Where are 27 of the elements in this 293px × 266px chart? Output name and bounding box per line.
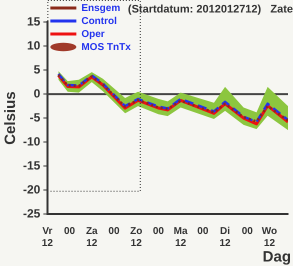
y-tick-label: -10 — [23, 134, 41, 148]
x-axis-title: Dag — [262, 248, 291, 266]
y-tick-label: -5 — [30, 110, 41, 124]
x-tick-label: Vr 12 — [42, 226, 54, 249]
x-tick-label: 00 — [64, 226, 76, 237]
y-tick-label: -25 — [23, 206, 41, 220]
x-tick-label: 00 — [197, 226, 209, 237]
y-tick-label: 5 — [34, 62, 41, 76]
x-tick-label: Wo 12 — [262, 226, 278, 249]
x-tick-label: Za 12 — [86, 226, 98, 249]
x-tick-label: 00 — [242, 226, 254, 237]
legend-label: Oper — [81, 28, 105, 40]
x-tick-label: 00 — [152, 226, 164, 237]
y-tick-label: -15 — [23, 158, 41, 172]
x-tick-label: Ma 12 — [174, 226, 188, 249]
x-tick-label: 00 — [108, 226, 120, 237]
x-tick-label: Di 12 — [219, 226, 232, 249]
legend-label: Ensgem — [81, 2, 120, 14]
y-axis-title: Celsius — [2, 91, 20, 145]
legend-label: Control — [81, 16, 118, 27]
y-tick-label: -20 — [23, 182, 41, 196]
y-tick-label: 0 — [34, 86, 41, 100]
chart-title: (Startdatum: 2012012712) Zate — [128, 4, 293, 16]
y-tick-label: 10 — [26, 38, 41, 52]
legend-label: MOS TnTx — [81, 42, 132, 53]
y-tick-label: 15 — [26, 14, 41, 29]
x-tick-label: Zo 12 — [130, 226, 142, 249]
